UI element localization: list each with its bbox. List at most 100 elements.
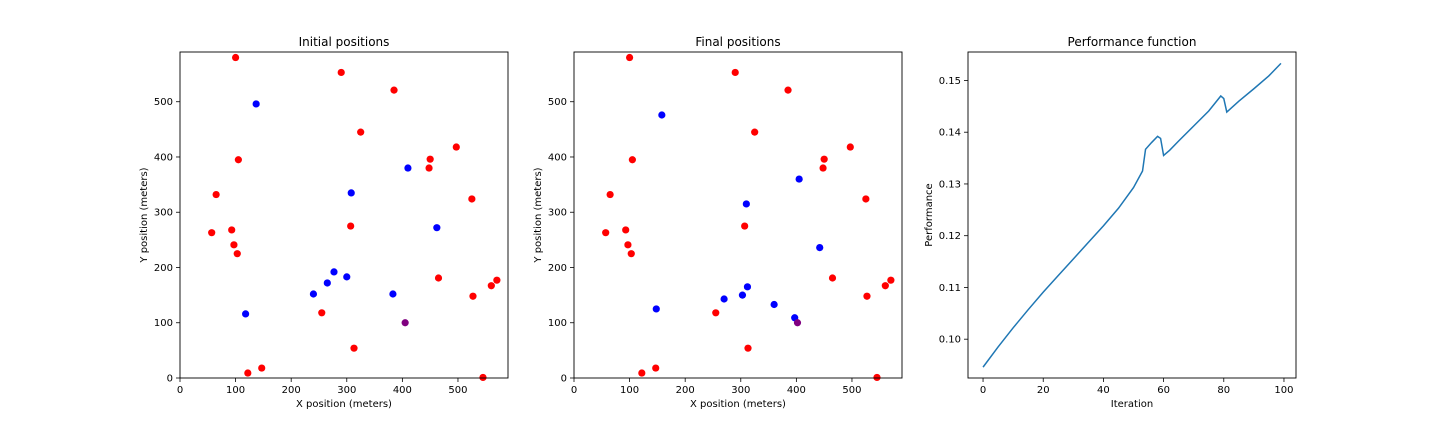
chart-panel-3: Performance function 0 20 40 60 80 100 0.10 0.11… [924,35,1297,410]
data-point [602,229,610,237]
data-point [228,226,236,234]
data-point [212,190,220,199]
y-tick-label: 0.15 [939,76,961,87]
y-axis-label: Y position (meters) [139,167,150,263]
chart-panel-2: Final positions 0 100 200 300 400 500 0 100 200 30… [533,35,903,410]
data-point [712,309,720,317]
y-tick-label: 500 [154,97,173,108]
series-line [982,62,1282,368]
y-tick-label: 0.14 [939,128,961,139]
x-tick-label: 100 [226,385,245,396]
y-tick-label: 100 [154,318,173,329]
chart-panel-1: Initial positions 0 100 200 300 400 500 0 100 200… [139,35,509,410]
x-tick-label: 200 [676,385,695,396]
data-point [606,190,614,199]
x-tick-label: 20 [1037,385,1050,396]
x-tick-label: 400 [393,385,412,396]
x-axis-label: Iteration [1111,399,1153,410]
x-tick-label: 300 [337,385,356,396]
data-point [819,164,827,172]
data-point [793,319,802,327]
y-tick-label: 200 [154,263,173,274]
x-tick-label: 200 [282,385,301,396]
data-point [347,189,355,197]
data-point [357,128,365,136]
data-point [744,344,752,352]
data-point [347,222,355,230]
data-point [720,295,728,303]
data-point [309,290,318,298]
data-point [404,164,412,172]
x-tick-label: 100 [620,385,639,396]
data-point [208,229,216,237]
data-point [230,241,238,249]
data-point [846,143,854,151]
y-tick-label: 0.12 [939,231,961,242]
data-point [742,200,750,208]
data-point [627,250,635,258]
chart-title: Initial positions [299,35,390,49]
chart-title: Final positions [695,35,780,49]
data-point [873,373,881,382]
x-tick-label: 40 [1097,385,1110,396]
data-point [731,68,739,77]
y-tick-label: 0.10 [939,335,961,346]
data-point [479,373,487,382]
data-point [743,283,752,291]
data-point [452,143,460,151]
x-tick-label: 400 [787,385,806,396]
y-tick-label: 100 [548,318,567,329]
data-point [816,244,824,252]
y-tick-label: 500 [548,97,567,108]
data-point [751,128,759,136]
x-tick-label: 500 [448,385,467,396]
data-point [881,282,889,290]
plot-frame [573,51,903,379]
data-point [795,175,803,183]
data-point [820,155,828,163]
y-tick-label: 400 [154,152,173,163]
data-point [401,319,409,327]
x-tick-label: 0 [980,385,986,396]
data-point [493,276,501,284]
data-point [337,68,345,77]
x-tick-label: 300 [731,385,750,396]
data-point [426,155,434,163]
data-point [658,111,666,119]
data-point [624,241,632,249]
x-tick-label: 500 [842,385,861,396]
data-point [425,164,433,172]
data-point [652,364,660,372]
y-tick-label: 0.13 [939,179,961,190]
data-point [468,195,476,203]
chart-title: Performance function [1068,35,1197,49]
data-point [343,273,351,281]
x-axis-label: X position (meters) [296,399,392,410]
x-tick-label: 60 [1157,385,1170,396]
x-tick-label: 80 [1217,385,1230,396]
plot-frame [179,51,509,379]
y-tick-label: 300 [548,208,567,219]
data-point [622,226,630,234]
data-point [390,86,398,94]
x-axis-label: X position (meters) [690,399,786,410]
y-axis-label: Y position (meters) [533,167,544,263]
data-point [784,86,792,94]
data-point [652,305,660,313]
data-point [863,292,871,300]
data-point [487,282,495,290]
data-point [330,268,338,276]
data-point [469,292,477,300]
data-point [318,309,326,317]
data-point [323,279,331,287]
y-axis-label: Performance [924,183,935,246]
data-point [741,222,749,230]
data-point [625,53,634,62]
y-tick-label: 0 [167,374,173,385]
data-point [231,53,240,62]
data-point [738,291,747,299]
x-tick-label: 100 [1274,385,1293,396]
data-point [242,310,250,318]
data-point [628,156,636,164]
data-point [389,290,397,298]
